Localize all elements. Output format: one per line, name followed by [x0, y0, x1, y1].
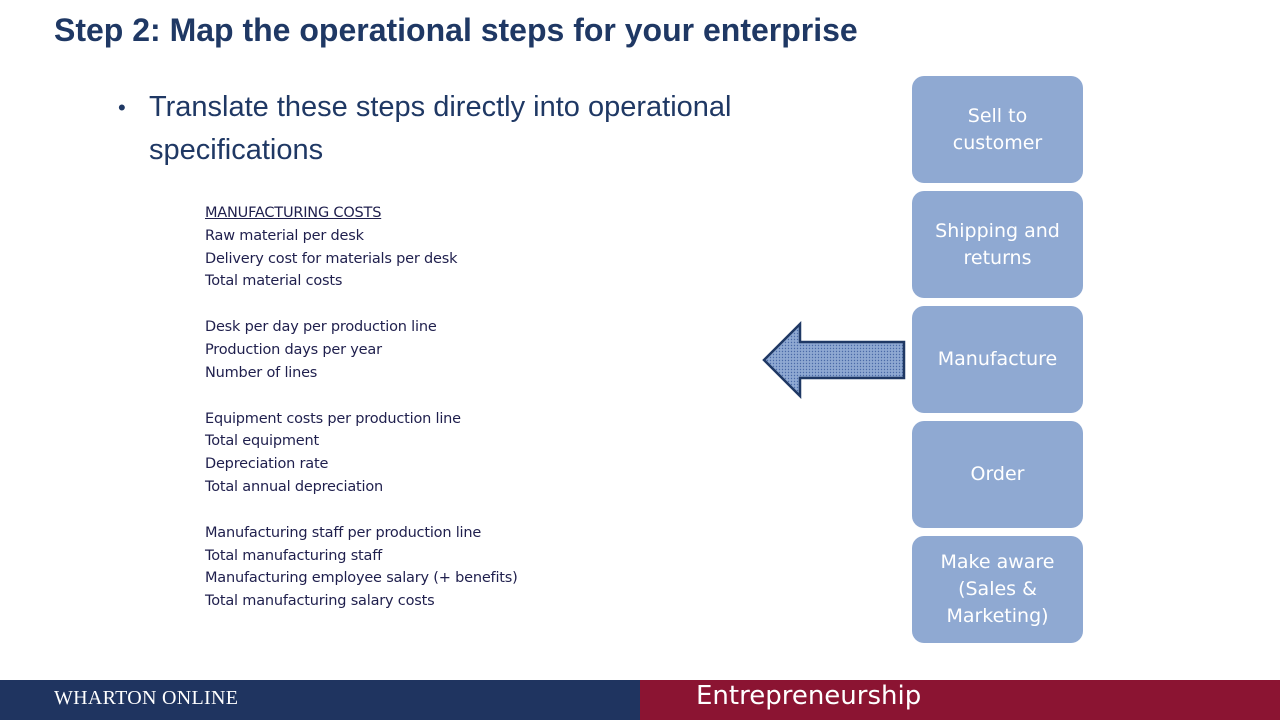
spec-item: Total material costs	[205, 273, 343, 290]
spec-item: Depreciation rate	[205, 456, 329, 473]
manufacturing-costs-list: MANUFACTURING COSTS Raw material per des…	[205, 202, 518, 636]
spec-item: Total manufacturing staff	[205, 547, 383, 564]
bullet-point: • Translate these steps directly into op…	[118, 86, 818, 172]
spec-item: Desk per day per production line	[205, 319, 437, 336]
step-make-aware: Make aware (Sales & Marketing)	[912, 536, 1083, 643]
left-arrow-icon	[762, 320, 906, 400]
footer-right-band: Entrepreneurship	[640, 680, 1280, 720]
bullet-marker: •	[118, 95, 126, 120]
spec-item: Production days per year	[205, 341, 382, 358]
spec-item: Number of lines	[205, 364, 318, 381]
step-sell-to-customer: Sell to customer	[912, 76, 1083, 183]
manufacturing-costs-heading: MANUFACTURING COSTS	[205, 205, 382, 221]
spec-item: Total annual depreciation	[205, 478, 384, 495]
spec-item: Manufacturing staff per production line	[205, 524, 482, 541]
spec-group-materials: Raw material per desk Delivery cost for …	[205, 225, 518, 293]
left-arrow-shape	[762, 320, 906, 400]
bullet-text: Translate these steps directly into oper…	[149, 91, 732, 166]
footer-left-band: WHARTON ONLINE	[0, 680, 640, 720]
spec-item: Delivery cost for materials per desk	[205, 250, 458, 267]
slide-title: Step 2: Map the operational steps for yo…	[54, 12, 858, 48]
spec-item: Raw material per desk	[205, 227, 364, 244]
spec-item: Total manufacturing salary costs	[205, 593, 435, 610]
wharton-online-logo: WHARTON ONLINE	[54, 687, 239, 709]
spec-item: Total equipment	[205, 433, 319, 450]
spec-group-production: Desk per day per production line Product…	[205, 316, 518, 384]
course-name: Entrepreneurship	[696, 681, 922, 711]
spec-group-equipment: Equipment costs per production line Tota…	[205, 408, 518, 499]
step-manufacture: Manufacture	[912, 306, 1083, 413]
spec-item: Manufacturing employee salary (+ benefit…	[205, 570, 518, 587]
step-shipping-and-returns: Shipping and returns	[912, 191, 1083, 298]
spec-item: Equipment costs per production line	[205, 410, 461, 427]
step-order: Order	[912, 421, 1083, 528]
spec-group-staff: Manufacturing staff per production line …	[205, 522, 518, 613]
